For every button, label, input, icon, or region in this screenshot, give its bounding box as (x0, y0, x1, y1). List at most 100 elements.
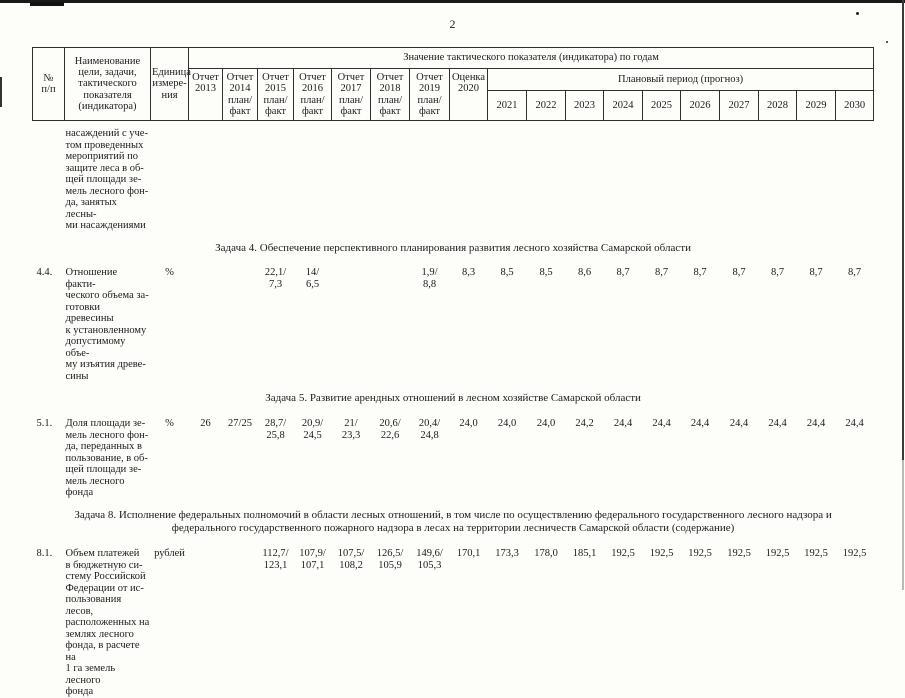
value-cell: 8,3 (461, 267, 476, 279)
header-plan-year: 2026 (680, 90, 720, 121)
value-cell: 21/ 23,3 (341, 418, 361, 441)
value-cell: 192,5 (842, 548, 867, 559)
header-row-3: 2021 2022 2023 2024 2025 2026 2027 2028 2029 2030 (33, 90, 875, 121)
row-name: Доля площади зе- мель лесного фон- да, п… (65, 418, 149, 498)
value-cell (189, 121, 223, 232)
row-unit: % (165, 418, 174, 429)
value-cell: 192,5 (727, 548, 751, 559)
scan-edge-right-faint (902, 460, 904, 590)
value-cell (836, 121, 874, 232)
section-heading: Задача 8. Исполнение федеральных полномо… (74, 508, 832, 535)
header-plan-year: 2027 (719, 90, 759, 121)
value-cell: 24,0 (536, 418, 556, 429)
value-cell: 8,5 (539, 267, 553, 279)
row-number: 8.1. (36, 548, 53, 559)
section-row: Задача 8. Исполнение федеральных полномо… (33, 499, 874, 540)
value-cell (566, 121, 604, 232)
value-cell: 8,7 (616, 267, 630, 279)
header-num: № п/п (32, 47, 65, 121)
row-name: насаждений с уче- том проведенных меропр… (65, 128, 149, 231)
table-body: насаждений с уче- том проведенных меропр… (33, 121, 874, 698)
header-report-col: Отчет 2017 план/ факт (331, 68, 371, 121)
value-cell: 24,2 (575, 418, 594, 429)
header-unit: Единица измере- ния (150, 47, 191, 121)
value-cell: 8,6 (577, 267, 592, 279)
value-cell: 27/25 (228, 418, 252, 429)
row-unit: % (165, 267, 174, 279)
value-cell: 24,0 (459, 418, 478, 429)
value-cell: 24,4 (613, 418, 633, 429)
value-cell (720, 121, 759, 232)
value-cell (681, 121, 720, 232)
value-cell (797, 121, 836, 232)
value-cell: 107,5/ 108,2 (337, 548, 365, 571)
row-number (33, 121, 65, 232)
value-cell (643, 121, 681, 232)
scan-edge-top (0, 0, 905, 3)
row-unit: рублей (154, 548, 185, 559)
table-row: 5.1. Доля площади зе- мель лесного фон- д… (33, 409, 874, 499)
value-cell: 8,5 (500, 267, 514, 279)
header-row-1: № п/п Наименование цели, задачи, тактиче… (32, 47, 875, 121)
header-plan-year: 2023 (565, 90, 604, 121)
value-cell (258, 121, 294, 232)
value-cell: 107,9/ 107,1 (299, 548, 326, 571)
value-cell (189, 539, 223, 698)
value-cell: 20,6/ 22,6 (379, 418, 401, 441)
value-cell: 24,4 (845, 418, 864, 429)
value-cell (371, 121, 410, 232)
row-unit (151, 121, 189, 232)
scan-speck-icon (886, 41, 888, 43)
value-cell: 24,4 (652, 418, 671, 429)
value-cell: 8,7 (770, 267, 785, 279)
row-name: Отношение факти- ческого объема за- гото… (65, 267, 149, 382)
value-cell: 8,7 (732, 267, 746, 279)
value-cell: 14/ 6,5 (305, 267, 320, 290)
value-cell: 24,0 (497, 418, 517, 429)
header-plan-year: 2025 (642, 90, 681, 121)
value-cell (223, 121, 258, 232)
row-number: 4.4. (36, 267, 53, 279)
value-cell (604, 121, 643, 232)
scan-edge-right (902, 0, 904, 460)
value-cell (223, 258, 258, 382)
value-cell: 24,4 (690, 418, 710, 429)
value-cell: 24,4 (729, 418, 749, 429)
table-row: насаждений с уче- том проведенных меропр… (33, 121, 874, 232)
value-cell (294, 121, 332, 232)
value-cell: 28,7/ 25,8 (264, 418, 287, 441)
header-plan-year: 2024 (603, 90, 643, 121)
scan-edge-left (0, 77, 2, 107)
header-plan-title: Плановый период (прогноз) (486, 68, 875, 91)
value-cell: 192,5 (765, 548, 790, 559)
section-heading: Задача 5. Развитие арендных отношений в … (265, 392, 641, 405)
value-cell: 20,9/ 24,5 (301, 418, 324, 441)
header-report-col: Отчет 2013 (188, 68, 223, 121)
header-plan-year: 2021 (487, 90, 527, 121)
value-cell (223, 539, 258, 698)
value-cell (527, 121, 566, 232)
header-plan-year: 2030 (834, 90, 875, 121)
header-report-col: Отчет 2014 план/ факт (222, 68, 258, 121)
table-row: 8.1. Объем платежей в бюджетную си- стему… (33, 539, 874, 698)
value-cell (410, 121, 450, 232)
header-report-col: Отчет 2018 план/ факт (370, 68, 410, 121)
header-name: Наименование цели, задачи, тактического … (64, 47, 151, 121)
section-row: Задача 5. Развитие арендных отношений в … (33, 382, 874, 409)
table-header: № п/п Наименование цели, задачи, тактиче… (32, 47, 875, 121)
value-cell: 8,7 (809, 267, 823, 279)
value-cell: 8,7 (848, 267, 862, 279)
header-plan-year: 2022 (526, 90, 566, 121)
value-cell: 20,4/ 24,8 (418, 418, 441, 441)
value-cell: 1,9/ 8,8 (421, 267, 438, 290)
value-cell (371, 258, 410, 382)
value-cell: 192,5 (611, 548, 635, 559)
value-cell: 173,3 (495, 548, 519, 559)
value-cell (189, 258, 223, 382)
value-cell: 22,1/ 7,3 (264, 267, 287, 290)
section-heading: Задача 4. Обеспечение перспективного пла… (215, 241, 691, 254)
value-cell: 24,4 (806, 418, 826, 429)
value-cell: 26 (200, 418, 211, 429)
value-cell (332, 121, 371, 232)
value-cell (332, 258, 371, 382)
